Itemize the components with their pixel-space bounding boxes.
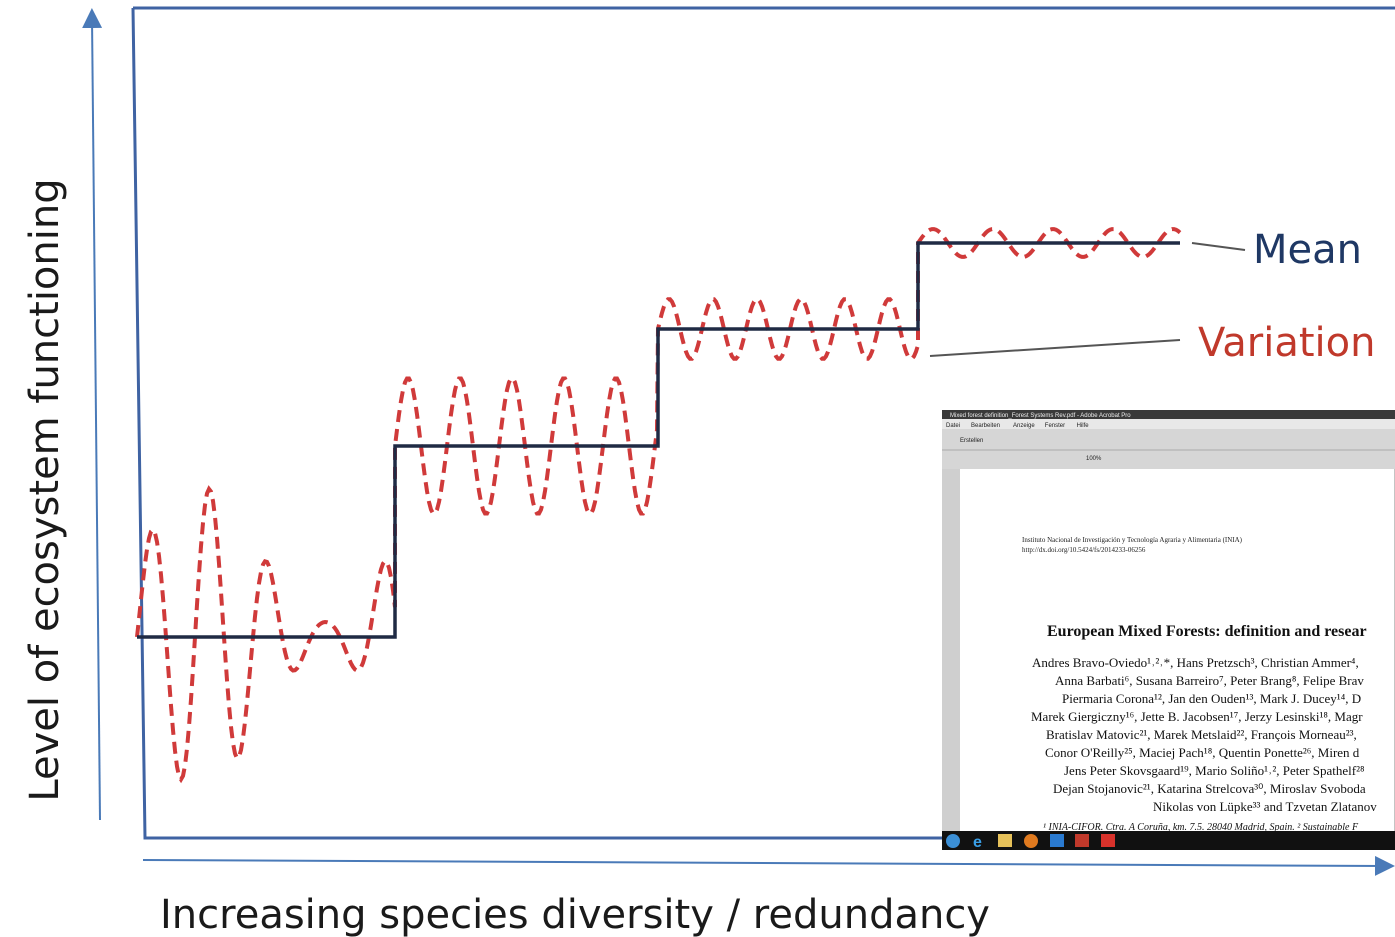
menu-item[interactable]: Fenster — [1045, 423, 1065, 429]
side-panel — [942, 469, 960, 831]
mean-label: Mean — [1253, 227, 1362, 273]
window-title: Mixed forest definition_Forest Systems R… — [950, 413, 1131, 419]
author-line: Jens Peter Skovsgaard¹⁹, Mario Soliño¹˒²… — [1064, 763, 1365, 778]
variation-label: Variation — [1198, 320, 1375, 366]
y-axis-arrow — [92, 18, 100, 820]
author-line: Dejan Stojanovic²¹, Katarina Strelcova³⁰… — [1053, 781, 1366, 796]
zoom-field[interactable]: 100% — [1086, 456, 1102, 462]
author-line: Marek Giergiczny¹⁶, Jette B. Jacobsen¹⁷,… — [1031, 709, 1363, 724]
author-line: Piermaria Corona¹², Jan den Ouden¹³, Mar… — [1062, 691, 1361, 706]
toolbar — [942, 429, 1395, 469]
diagram: Level of ecosystem functioning Increasin… — [0, 0, 1395, 937]
author-line: Anna Barbati⁶, Susana Barreiro⁷, Peter B… — [1055, 673, 1364, 688]
pdf-screenshot: Mixed forest definition_Forest Systems R… — [942, 410, 1395, 851]
menu-item[interactable]: Hilfe — [1077, 423, 1090, 429]
mean-connector — [1192, 243, 1245, 250]
create-button[interactable]: Erstellen — [960, 438, 983, 444]
paper-title: European Mixed Forests: definition and r… — [1047, 623, 1367, 640]
menu-item[interactable]: Bearbeiten — [971, 423, 1000, 429]
svg-text:e: e — [973, 834, 982, 851]
institution: Instituto Nacional de Investigación y Te… — [1022, 536, 1243, 544]
x-axis-label: Increasing species diversity / redundanc… — [160, 892, 990, 937]
author-line: Nikolas von Lüpke³³ and Tzvetan Zlatanov — [1153, 799, 1377, 814]
author-line: Andres Bravo-Oviedo¹˒²˒*, Hans Pretzsch³… — [1032, 655, 1359, 670]
author-line: Conor O'Reilly²⁵, Maciej Pach¹⁸, Quentin… — [1045, 745, 1360, 760]
x-axis-arrow — [143, 860, 1385, 866]
menu-item[interactable]: Datei — [946, 423, 960, 429]
doi: http://dx.doi.org/10.5424/fs/2014233-062… — [1022, 546, 1146, 554]
author-line: Bratislav Matovic²¹, Marek Metslaid²², F… — [1046, 727, 1357, 742]
y-axis-label: Level of ecosystem functioning — [22, 178, 68, 801]
menu-item[interactable]: Anzeige — [1013, 423, 1035, 429]
menu-bar — [942, 419, 1395, 429]
variation-connector — [930, 340, 1180, 356]
